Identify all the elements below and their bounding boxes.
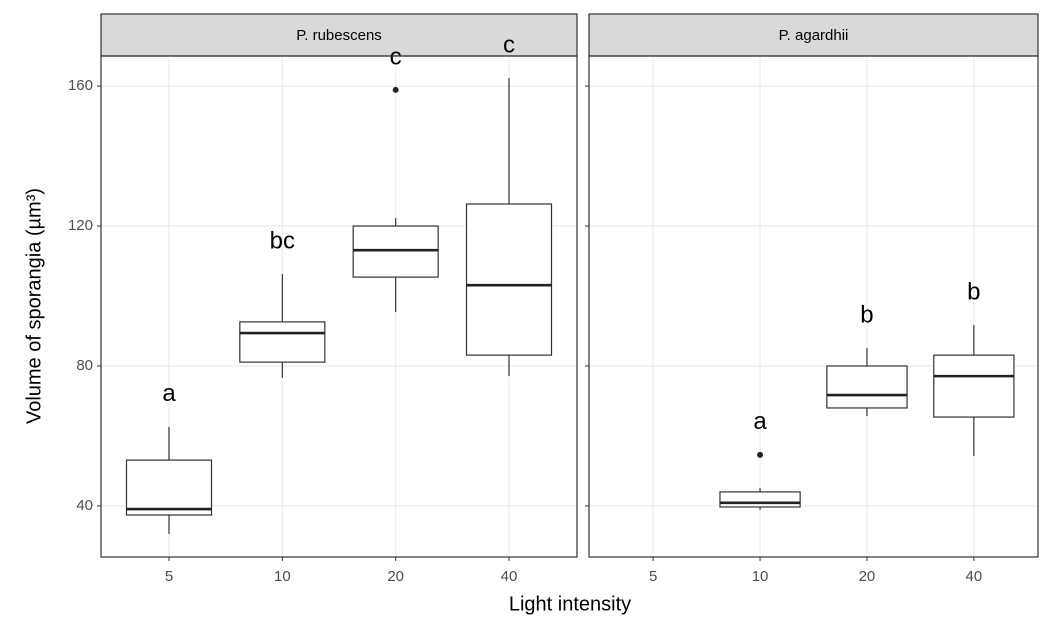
x-axis-title: Light intensity [509, 593, 631, 615]
facet-title: P. agardhii [779, 27, 849, 44]
group-label: b [860, 301, 873, 328]
x-tick-label: 40 [501, 568, 518, 585]
x-tick-label: 20 [859, 568, 876, 585]
box [239, 321, 326, 363]
box [465, 203, 553, 356]
y-tick-label: 160 [68, 77, 93, 94]
group-label: c [503, 31, 515, 58]
outlier [757, 451, 764, 458]
group-label: bc [270, 227, 295, 254]
x-tick-label: 5 [165, 568, 173, 585]
x-tick-label: 10 [752, 568, 769, 585]
panel-border [100, 55, 578, 558]
x-tick-label: 10 [274, 568, 291, 585]
group-label: a [162, 380, 176, 407]
y-tick-label: 120 [68, 217, 93, 234]
outlier [392, 86, 399, 93]
group-label: b [967, 278, 980, 305]
x-tick-label: 20 [387, 568, 404, 585]
box [125, 459, 213, 516]
facet-title: P. rubescens [296, 27, 382, 44]
x-tick-label: 40 [966, 568, 983, 585]
box [826, 365, 908, 409]
box [933, 354, 1015, 418]
panel-border [588, 55, 1039, 558]
group-label: c [390, 43, 402, 70]
box [352, 225, 439, 278]
x-tick-label: 5 [649, 568, 657, 585]
y-tick-label: 40 [76, 497, 93, 514]
facet-strip [100, 13, 578, 57]
box [719, 491, 801, 508]
y-axis-title: Volume of sporangia (µm³) [23, 188, 45, 424]
group-label: a [753, 408, 767, 435]
y-tick-label: 80 [76, 357, 93, 374]
